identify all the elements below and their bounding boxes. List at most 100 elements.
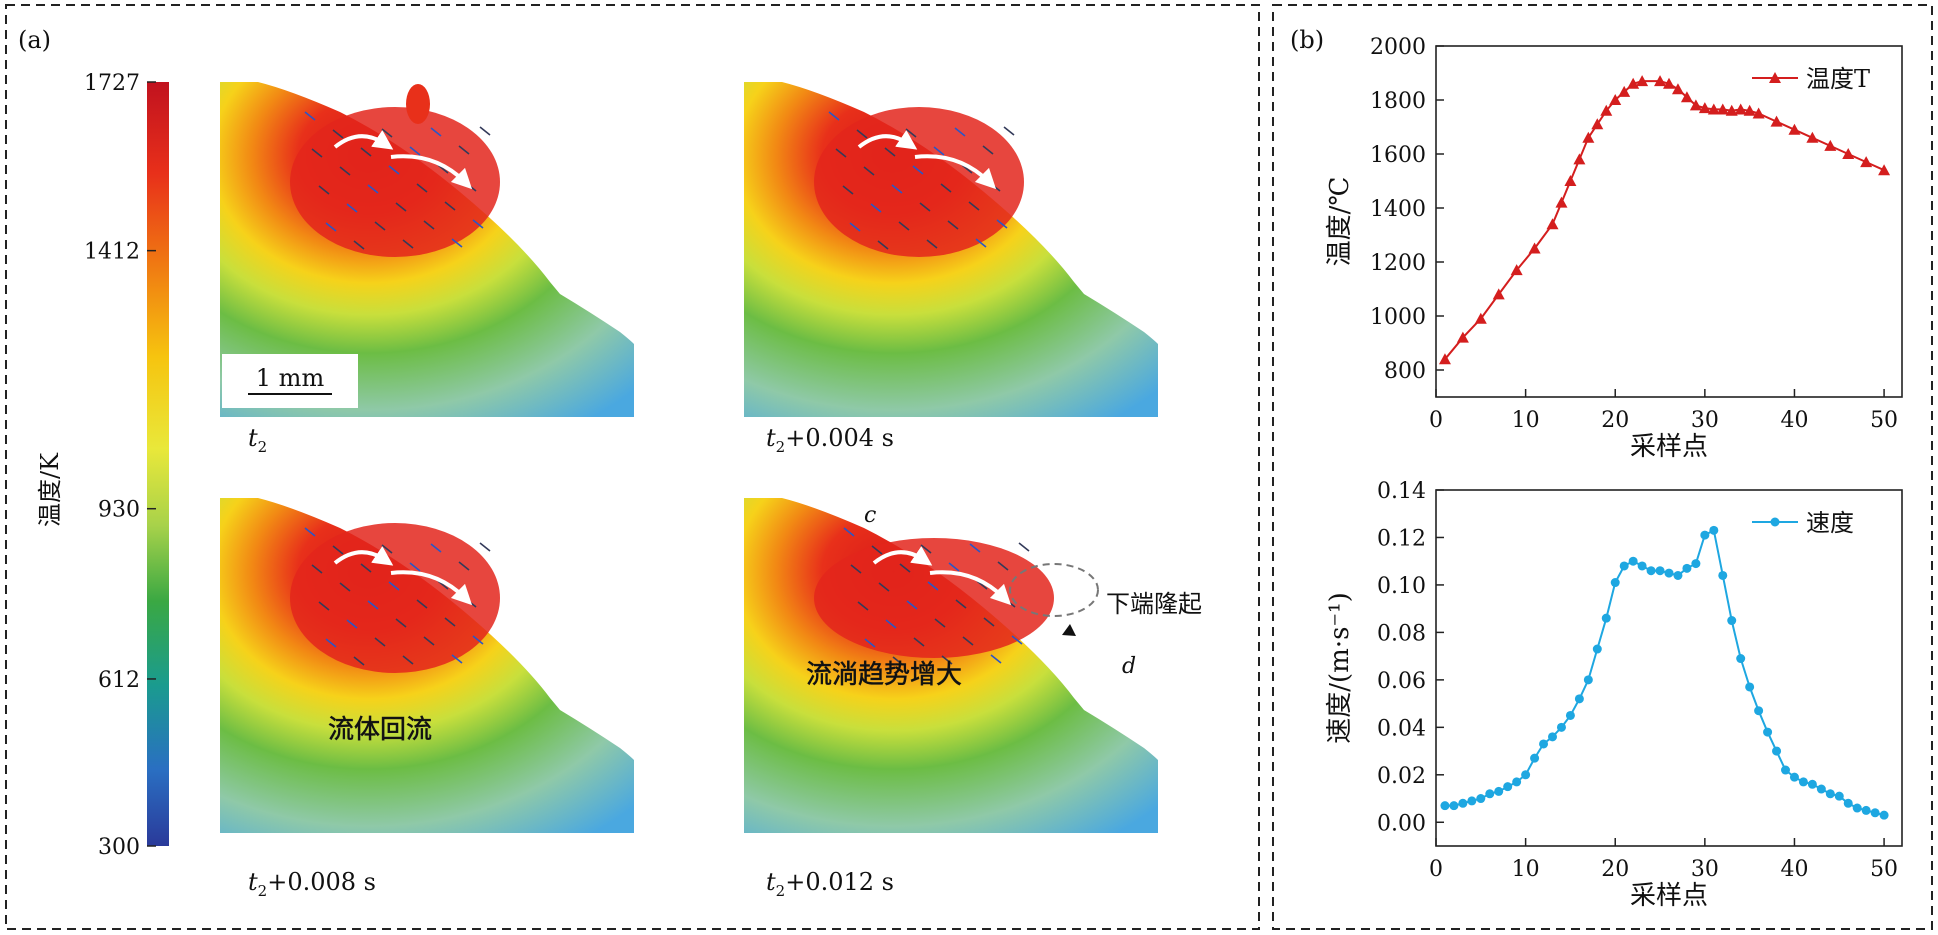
data-point: [1655, 566, 1665, 576]
simulation-frame: 流体回流 t2+0.008 s: [220, 498, 634, 900]
x-tick-label: 30: [1691, 408, 1719, 433]
velocity-vector: [472, 635, 484, 645]
velocity-vector: [990, 654, 1002, 664]
x-tick-label: 50: [1870, 857, 1898, 882]
data-point: [1582, 131, 1595, 143]
velocity-vector: [451, 238, 463, 248]
velocity-vector: [444, 201, 456, 211]
velocity-vector: [325, 638, 337, 648]
velocity-vector: [409, 146, 421, 156]
velocity-vector: [947, 220, 959, 230]
data-point: [1458, 798, 1468, 808]
colorbar-tick-label: 300: [98, 835, 140, 860]
data-point: [1556, 722, 1566, 732]
velocity-vector: [367, 600, 379, 610]
colorbar-tick-label: 1727: [84, 71, 140, 96]
velocity-vector: [318, 185, 330, 195]
data-point: [1842, 148, 1855, 159]
data-point: [1727, 616, 1737, 626]
data-point: [1646, 566, 1656, 576]
velocity-vector: [843, 527, 855, 537]
x-tick-label: 20: [1601, 857, 1629, 882]
data-point: [1637, 561, 1647, 571]
velocity-vector: [871, 545, 883, 555]
velocity-vector: [472, 219, 484, 229]
data-point: [1689, 99, 1702, 111]
velocity-vector: [325, 222, 337, 232]
velocity-vector: [437, 164, 449, 174]
data-point: [1754, 706, 1764, 716]
x-tick-label: 20: [1601, 408, 1629, 433]
colorbar: 1727 1412 930 612 300 温度/K: [36, 71, 169, 860]
frame-time-label: t2+0.012 s: [766, 868, 894, 900]
velocity-vector: [884, 147, 896, 157]
data-point: [1494, 786, 1504, 796]
data-point: [1438, 353, 1451, 365]
frame-annotation: 流淌趋势增大: [806, 660, 962, 690]
velocity-vector: [430, 127, 442, 137]
velocity-vector: [870, 203, 882, 213]
data-point: [1673, 570, 1683, 580]
data-point: [1592, 644, 1602, 654]
point-c-label: c: [864, 503, 876, 528]
data-point: [1682, 563, 1692, 573]
y-tick-label: 0.02: [1377, 764, 1426, 789]
velocity-vector: [367, 184, 379, 194]
velocity-vector: [842, 185, 854, 195]
x-tick-label: 10: [1512, 857, 1540, 882]
velocity-vector: [346, 619, 358, 629]
data-point: [1521, 770, 1531, 780]
data-point: [1878, 164, 1891, 176]
data-point: [1807, 779, 1817, 789]
data-point: [1610, 578, 1620, 588]
data-point: [1879, 810, 1889, 820]
data-point: [1636, 75, 1649, 87]
data-point: [1573, 153, 1586, 165]
y-tick-label: 0.14: [1377, 479, 1426, 504]
x-tick-label: 0: [1429, 857, 1443, 882]
velocity-vector: [409, 562, 421, 572]
data-point: [1843, 798, 1853, 808]
y-axis-label: 温度/℃: [1325, 177, 1355, 267]
y-tick-label: 1000: [1370, 305, 1426, 330]
data-point: [1716, 103, 1729, 115]
flow-arrow: [390, 154, 473, 190]
data-point: [1798, 777, 1808, 787]
y-tick-label: 0.06: [1377, 669, 1426, 694]
x-tick-label: 50: [1870, 408, 1898, 433]
velocity-vector: [437, 580, 449, 590]
melt-pool: [814, 107, 1024, 257]
velocity-vector: [1018, 542, 1030, 552]
data-point: [1772, 746, 1782, 756]
bulge-callout: 下端隆起: [1106, 590, 1202, 618]
data-point: [1745, 682, 1755, 692]
velocity-vector: [360, 147, 372, 157]
data-point: [1474, 312, 1487, 324]
x-tick-label: 10: [1512, 408, 1540, 433]
velocity-vector: [968, 201, 980, 211]
data-point: [1485, 789, 1495, 799]
data-point: [1628, 556, 1638, 566]
velocity-vector: [856, 129, 868, 139]
data-point: [1583, 675, 1593, 685]
data-point: [1743, 104, 1756, 116]
simulation-frame: t2+0.004 s: [744, 82, 1158, 456]
velocity-vector: [388, 581, 400, 591]
velocity-vector: [1003, 126, 1015, 136]
velocity-vector: [360, 563, 372, 573]
velocity-vector: [339, 166, 351, 176]
data-point: [1503, 782, 1513, 792]
data-point: [1546, 218, 1559, 230]
velocity-vector: [311, 564, 323, 574]
velocity-vector: [969, 543, 981, 553]
data-point: [1870, 808, 1880, 818]
scale-bar-box: [222, 354, 358, 408]
panel-a-label: (a): [18, 26, 51, 54]
frame-time-label: t2+0.004 s: [766, 424, 894, 456]
data-point: [1734, 103, 1747, 115]
melt-pool: [290, 107, 500, 257]
y-tick-label: 1800: [1370, 89, 1426, 114]
data-point: [1718, 570, 1728, 580]
y-tick-label: 0.12: [1377, 526, 1426, 551]
plot-frame: [1435, 489, 1903, 847]
